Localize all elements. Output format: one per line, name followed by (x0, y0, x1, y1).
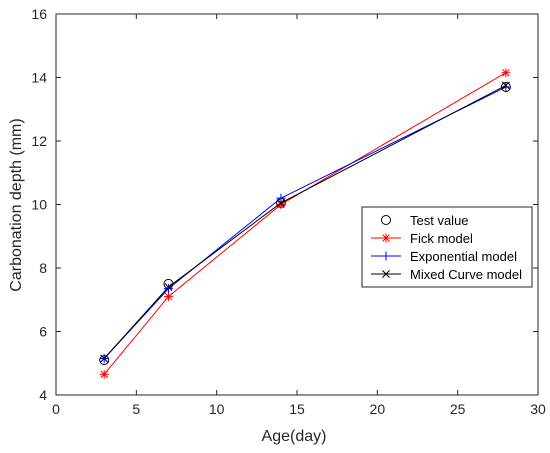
legend-item: Fick model (371, 231, 473, 246)
plot-area: 0 5 10 15 20 25 30 4 6 8 10 12 14 16 Test value Fick mo… (31, 6, 546, 417)
y-tick-label: 14 (31, 70, 47, 86)
x-tick-label: 5 (132, 401, 140, 417)
data-point (276, 193, 286, 203)
legend-label: Fick model (410, 231, 473, 246)
y-axis-label: Carbonation depth (mm) (8, 118, 25, 291)
series-mixed-curve-model (100, 81, 510, 363)
series-fick-model (99, 68, 511, 379)
series-line (103, 72, 507, 375)
legend: Test value Fick model Exponential model Mix… (361, 206, 533, 288)
data-point (164, 283, 173, 292)
x-tick-label: 30 (530, 401, 546, 417)
x-axis-label: Age(day) (262, 428, 327, 445)
data-point (501, 68, 511, 78)
legend-item: Mixed Curve model (371, 267, 522, 282)
x-tick-label: 10 (209, 401, 225, 417)
x-tick-label: 20 (370, 401, 386, 417)
y-tick-label: 4 (39, 387, 47, 403)
data-point (163, 292, 173, 302)
y-tick-label: 8 (39, 260, 47, 276)
data-point (163, 284, 173, 294)
x-tick-label: 0 (52, 401, 60, 417)
legend-label: Test value (410, 213, 469, 228)
y-tick-label: 16 (31, 6, 47, 22)
series-line (103, 84, 507, 359)
data-point (276, 200, 286, 209)
x-tick-label: 15 (289, 401, 305, 417)
legend-marker (381, 233, 391, 243)
axes-box (55, 13, 539, 396)
legend-marker (381, 215, 391, 225)
legend-label: Exponential model (410, 249, 517, 264)
legend-item: Exponential model (371, 249, 517, 264)
y-tick-label: 12 (31, 133, 47, 149)
series-line (103, 86, 507, 359)
legend-label: Mixed Curve model (410, 267, 522, 282)
legend-marker (381, 251, 391, 261)
data-point (276, 198, 285, 207)
y-tick-label: 10 (31, 197, 47, 213)
data-point (501, 81, 510, 90)
y-tick-label: 6 (39, 324, 47, 340)
x-tick-label: 25 (450, 401, 466, 417)
legend-item: Test value (381, 213, 469, 228)
data-point (100, 354, 109, 363)
data-point (99, 369, 109, 379)
legend-marker (382, 270, 390, 278)
